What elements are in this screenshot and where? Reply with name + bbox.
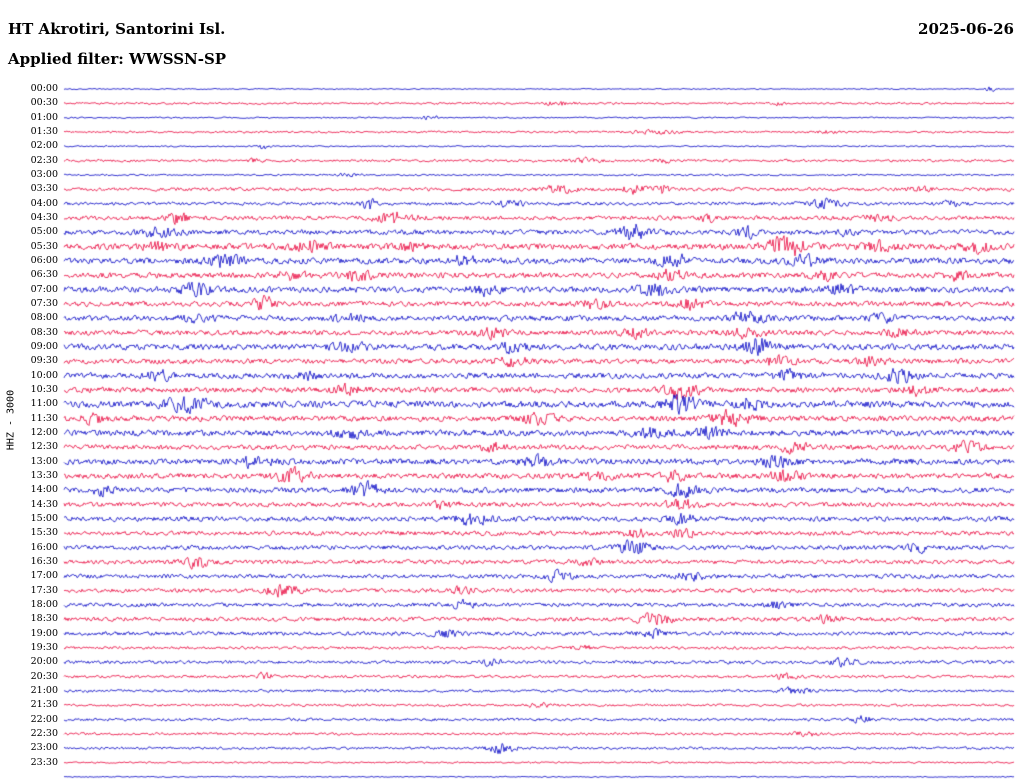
time-label: 13:00	[30, 455, 58, 467]
time-label: 11:30	[30, 412, 58, 424]
time-label: 12:00	[30, 426, 58, 438]
time-label: 02:00	[30, 140, 58, 152]
time-label: 05:30	[30, 240, 58, 252]
time-label: 03:30	[30, 183, 58, 195]
time-label: 15:30	[30, 527, 58, 539]
time-label: 07:30	[30, 297, 58, 309]
time-label: 09:30	[30, 355, 58, 367]
time-label: 15:00	[30, 512, 58, 524]
time-label: 11:00	[30, 398, 58, 410]
time-label: 01:30	[30, 125, 58, 137]
time-label: 04:30	[30, 211, 58, 223]
time-label: 17:30	[30, 584, 58, 596]
time-label: 09:00	[30, 340, 58, 352]
time-label: 07:00	[30, 283, 58, 295]
time-label: 18:30	[30, 613, 58, 625]
time-label: 10:00	[30, 369, 58, 381]
time-label: 02:30	[30, 154, 58, 166]
time-label: 08:30	[30, 326, 58, 338]
time-label: 04:00	[30, 197, 58, 209]
time-label: 06:00	[30, 254, 58, 266]
time-label: 10:30	[30, 383, 58, 395]
time-label: 20:30	[30, 670, 58, 682]
time-label: 14:00	[30, 484, 58, 496]
time-label: 00:00	[30, 83, 58, 94]
time-label: 01:00	[30, 111, 58, 123]
time-label: 08:00	[30, 312, 58, 324]
time-label: 17:00	[30, 570, 58, 582]
time-label: 16:00	[30, 541, 58, 553]
time-label: 03:00	[30, 168, 58, 180]
time-label: 05:00	[30, 226, 58, 238]
time-label: 18:00	[30, 598, 58, 610]
time-axis-labels: 00:00 00:30 01:00 01:30 02:00 02:30 03:00 03:30…	[0, 0, 60, 780]
time-label: 21:30	[30, 699, 58, 711]
time-label: 16:30	[30, 555, 58, 567]
time-label: 22:30	[30, 727, 58, 739]
time-label: 21:00	[30, 684, 58, 696]
time-label: 20:00	[30, 656, 58, 668]
time-label: 13:30	[30, 469, 58, 481]
time-label: 00:30	[30, 97, 58, 109]
time-label: 19:30	[30, 641, 58, 653]
time-label: 23:00	[30, 742, 58, 754]
time-label: 12:30	[30, 441, 58, 453]
time-label: 14:30	[30, 498, 58, 510]
time-label: 22:00	[30, 713, 58, 725]
time-label: 19:00	[30, 627, 58, 639]
time-label: 23:30	[30, 756, 58, 768]
time-label: 06:30	[30, 269, 58, 281]
